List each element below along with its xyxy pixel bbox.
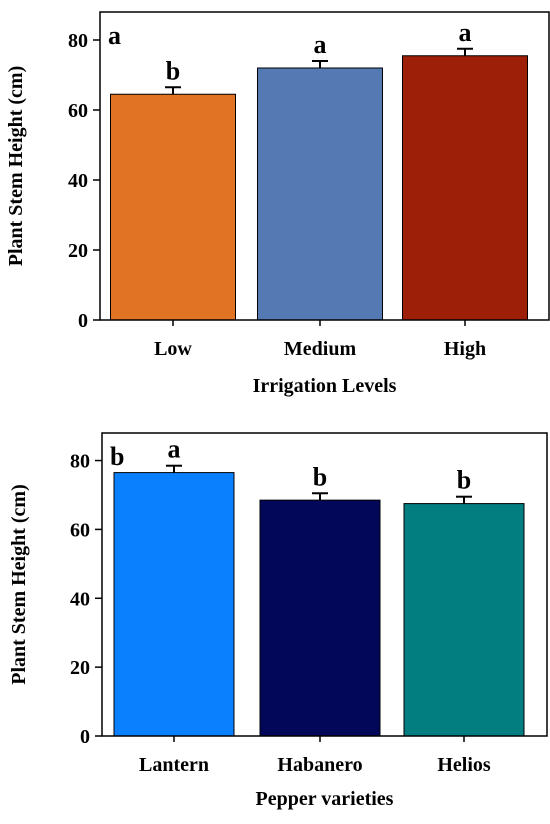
panel-label: b <box>110 442 124 471</box>
chart-panel-2: a Lantern b Habanero b Helios 0 20 40 60 80 Pepper … <box>8 432 548 810</box>
bar-high <box>402 55 528 321</box>
significance-letter: b <box>457 466 471 495</box>
y-tick-label: 0 <box>78 310 88 332</box>
x-tick-label: Lantern <box>139 754 209 776</box>
significance-letter: a <box>168 435 181 464</box>
x-axis-label: Pepper varieties <box>256 788 394 810</box>
y-axis-label: Plant Stem Height (cm) <box>5 66 27 267</box>
y-tick-label: 80 <box>68 30 88 52</box>
x-axis-label: Irrigation Levels <box>253 375 397 397</box>
significance-letter: b <box>313 462 327 491</box>
y-tick-label: 80 <box>70 451 90 473</box>
panel-label: a <box>108 21 121 50</box>
bar-lantern <box>113 472 235 737</box>
bar-low <box>110 93 236 321</box>
bar-habanero <box>259 499 381 737</box>
y-tick-label: 60 <box>68 100 88 122</box>
significance-letter: a <box>459 18 472 47</box>
x-tick-label: High <box>444 338 486 360</box>
y-tick-label: 20 <box>68 240 88 262</box>
x-tick-label: Helios <box>437 754 491 776</box>
chart-panel-1: b Low a Medium a High 0 20 40 60 80 Irrigation Leve… <box>5 11 550 397</box>
x-tick-label: Low <box>154 338 192 360</box>
y-axis-label: Plant Stem Height (cm) <box>8 484 30 685</box>
y-tick-label: 20 <box>70 657 90 679</box>
plot-frame <box>99 11 550 321</box>
x-tick-label: Habanero <box>277 754 362 776</box>
significance-letter: a <box>314 30 327 59</box>
y-tick-label: 0 <box>80 726 90 748</box>
significance-letter: b <box>166 56 180 85</box>
bar-medium <box>257 67 383 321</box>
bar-helios <box>403 503 525 737</box>
y-tick-label: 40 <box>68 170 88 192</box>
plot-frame <box>101 432 548 737</box>
y-tick-label: 60 <box>70 519 90 541</box>
x-tick-label: Medium <box>284 338 357 360</box>
y-tick-label: 40 <box>70 588 90 610</box>
